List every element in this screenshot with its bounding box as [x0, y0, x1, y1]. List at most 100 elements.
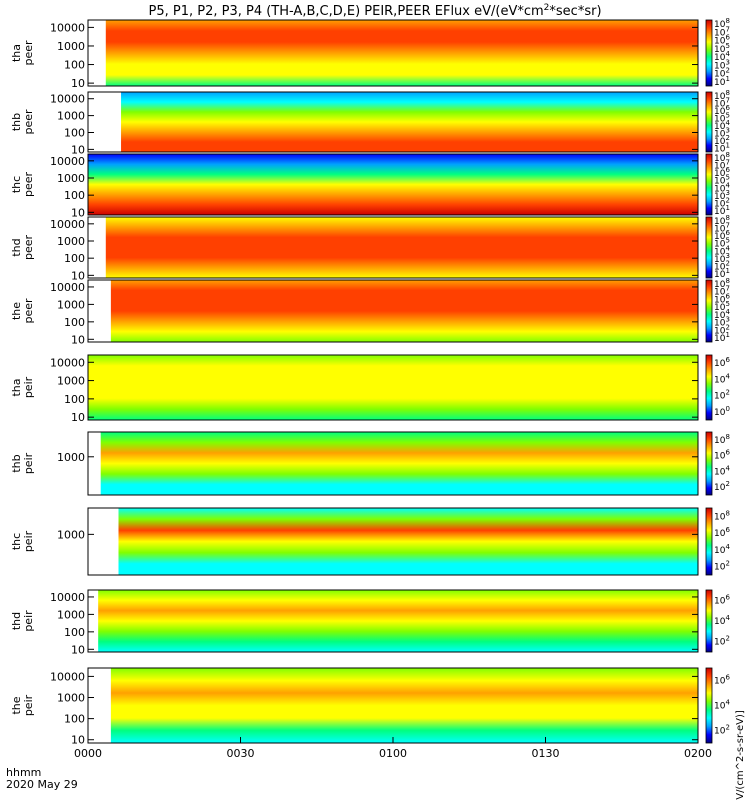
colorbar-tick-label: 102	[714, 67, 730, 80]
y-axis-label: thb	[10, 113, 23, 131]
y-axis-label: thd	[10, 612, 23, 630]
colorbar-tick-label: 106	[714, 674, 730, 687]
y-tick-label: 100	[64, 59, 85, 72]
colorbar-tick-label: 107	[714, 158, 730, 171]
y-axis-label: the	[10, 302, 23, 320]
colorbar-tick-label: 102	[714, 635, 730, 648]
colorbar-tick-label: 103	[714, 316, 730, 329]
colorbar	[705, 19, 713, 87]
colorbar-tick-label: 106	[714, 292, 730, 305]
x-tick-label: 0100	[379, 747, 407, 760]
x-variable-label: hhmm	[6, 766, 41, 779]
y-tick-label: 10	[71, 206, 85, 219]
colorbar-tick-label: 105	[714, 174, 730, 187]
colorbar-tick-label: 105	[714, 111, 730, 124]
y-tick-label: 100	[64, 626, 85, 639]
y-tick-label: 100	[64, 126, 85, 139]
panel-frame	[87, 91, 699, 153]
x-axis: 0000 0030 0100 0130 0200	[74, 737, 712, 760]
y-axis-label-type: peir	[22, 530, 35, 552]
y-tick-label: 1000	[57, 40, 85, 53]
colorbar-tick-label: 106	[714, 34, 730, 47]
panel-frame	[87, 216, 699, 279]
spectrogram-image	[118, 508, 698, 575]
y-tick-label: 10	[71, 643, 85, 656]
colorbar-tick-label: 106	[714, 104, 730, 117]
y-tick-label: 1000	[57, 692, 85, 705]
y-tick-label: 10000	[50, 21, 85, 34]
y-axis-label: the	[10, 696, 23, 714]
colorbar-tick-label: 104	[714, 119, 730, 132]
y-axis-label: thb	[10, 454, 23, 472]
colorbar-tick-label: 102	[714, 389, 730, 402]
panel-frame	[87, 279, 699, 343]
y-tick-label: 1000	[57, 451, 85, 464]
y-tick-label: 10000	[50, 93, 85, 106]
colorbar-tick-label: 104	[714, 308, 730, 321]
colorbar-tick-label: 106	[714, 593, 730, 606]
panel-thb-peir: 1000 thb peir 102 104 106 108	[10, 431, 730, 496]
colorbar-tick-label: 108	[714, 151, 730, 164]
colorbar-tick-label: 104	[714, 614, 730, 627]
y-tick-label: 10000	[50, 281, 85, 294]
panel-frame	[87, 507, 699, 576]
y-tick-label: 10000	[50, 591, 85, 604]
panel-frame	[87, 19, 699, 87]
colorbar-tick-label: 106	[714, 526, 730, 539]
y-tick-label: 10000	[50, 356, 85, 369]
y-tick-label: 1000	[57, 172, 85, 185]
colorbar-tick-label: 108	[714, 433, 730, 446]
colorbar-tick-label: 104	[714, 244, 730, 257]
colorbar-tick-label: 108	[714, 214, 730, 227]
y-axis-label-type: peer	[22, 40, 35, 66]
panel-frame	[87, 589, 699, 653]
colorbar-tick-label: 102	[714, 560, 730, 573]
y-tick-label: 1000	[57, 110, 85, 123]
y-tick-label: 100	[64, 189, 85, 202]
y-axis-label: tha	[10, 44, 23, 62]
colorbar-tick-label: 101	[714, 204, 730, 217]
y-axis-label: thc	[10, 533, 23, 550]
spectrogram-image	[88, 154, 698, 215]
y-axis-label-type: peer	[22, 109, 35, 135]
y-tick-label: 1000	[57, 375, 85, 388]
colorbar-tick-label: 102	[714, 260, 730, 273]
colorbar-units-label: [eV/(cm^2-s-sr-eV)]	[735, 710, 746, 800]
y-tick-label: 10	[71, 77, 85, 90]
colorbar	[705, 589, 713, 653]
colorbar-tick-label: 104	[714, 464, 730, 477]
y-axis-label: thc	[10, 176, 23, 193]
spectrogram-image	[100, 432, 699, 495]
y-tick-label: 100	[64, 713, 85, 726]
y-tick-label: 100	[64, 316, 85, 329]
colorbar-tick-label: 106	[714, 229, 730, 242]
y-tick-label: 10000	[50, 218, 85, 231]
colorbar-tick-label: 106	[714, 166, 730, 179]
y-tick-label: 10000	[50, 155, 85, 168]
y-axis-label-type: peir	[22, 452, 35, 474]
colorbar-tick-label: 102	[714, 724, 730, 737]
y-axis-label-type: peer	[22, 298, 35, 324]
y-tick-label: 10	[71, 143, 85, 156]
colorbar	[705, 91, 713, 153]
panel-thc-peir: 1000 thc peir 102 104 106 108	[10, 507, 730, 576]
y-axis-label-type: peer	[22, 172, 35, 198]
colorbar-tick-label: 101	[714, 141, 730, 154]
date-label: 2020 May 29	[6, 778, 78, 791]
colorbar-tick-label: 104	[714, 50, 730, 63]
colorbar-tick-label: 104	[714, 372, 730, 385]
colorbar-tick-label: 100	[714, 405, 730, 418]
colorbar-tick-label: 108	[714, 509, 730, 522]
spectrogram-image	[110, 280, 698, 342]
colorbar-tick-label: 107	[714, 221, 730, 234]
colorbar-tick-label: 104	[714, 181, 730, 194]
x-tick-label: 0200	[684, 747, 712, 760]
spectrogram-image	[105, 20, 698, 86]
colorbar-tick-label: 101	[714, 267, 730, 280]
y-axis-label-type: peir	[22, 610, 35, 632]
